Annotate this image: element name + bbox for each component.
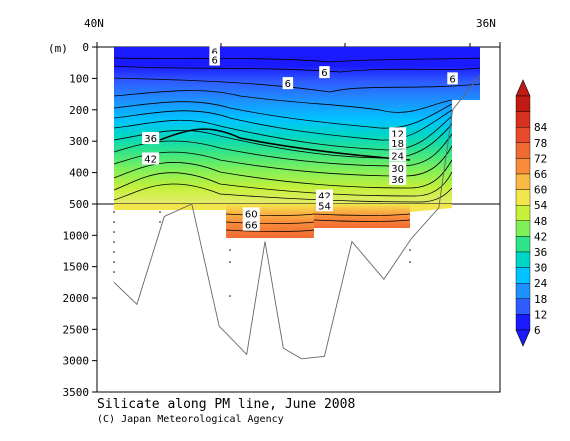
colorbar-label: 48 xyxy=(534,215,547,228)
contour-label: 42 xyxy=(144,154,157,165)
contour-label: 66 xyxy=(245,221,258,232)
bottom-profile-layer xyxy=(113,75,481,360)
contour-label: 30 xyxy=(391,164,404,175)
y-axis: 0 100 200 300 400 500 1000 1500 2000 2500 3000 350… xyxy=(63,41,97,399)
upper-bottom-mask xyxy=(452,100,480,204)
chart-credit: (C) Japan Meteorological Agency xyxy=(97,414,284,425)
contour-label-bg xyxy=(142,152,160,165)
colorbar-label: 36 xyxy=(534,246,547,259)
colorbar-label: 42 xyxy=(534,230,547,243)
contour-label-bg xyxy=(209,45,220,58)
contour-label-bg xyxy=(389,149,407,162)
upper-section xyxy=(114,47,480,204)
y-tick-label: 1500 xyxy=(63,261,90,274)
contour-label: 6 xyxy=(211,48,217,59)
contour-label-bg xyxy=(142,132,160,145)
upper-colorfill xyxy=(114,47,480,204)
contour-label: 24 xyxy=(391,151,404,162)
contour-label-bg xyxy=(242,207,260,220)
colorbar-segment xyxy=(515,173,531,190)
colorbar-segment xyxy=(515,111,531,128)
colorbar-segment xyxy=(515,220,531,237)
y-tick-label: 2500 xyxy=(63,323,90,336)
y-tick-label: 300 xyxy=(69,135,89,148)
colorbar-label: 54 xyxy=(534,199,548,212)
colorbar-label: 6 xyxy=(534,324,541,337)
colorbar-label: 66 xyxy=(534,168,547,181)
y-tick-label: 100 xyxy=(69,72,89,85)
y-tick-label: 2000 xyxy=(63,292,90,305)
contour-labels-layer: 66666364212182430364248546066 xyxy=(142,45,458,232)
colorbar-segment xyxy=(515,267,531,284)
colorbar-label: 60 xyxy=(534,184,547,197)
y-tick-label: 0 xyxy=(82,41,89,54)
contour-label-bg xyxy=(447,72,458,85)
contour-label-bg xyxy=(389,127,407,140)
contour-highlight xyxy=(159,128,411,161)
colorbar-upper-arrow xyxy=(515,79,531,97)
y-tick-label: 200 xyxy=(69,104,89,117)
contour-label-bg xyxy=(315,199,333,212)
x-start-label: 40N xyxy=(84,17,104,30)
colorbar-segment xyxy=(515,95,531,112)
colorbar: 6 12 18 24 30 36 42 48 54 60 66 72 78 84 xyxy=(515,79,548,347)
colorbar-segment xyxy=(515,142,531,159)
contour-label-bg xyxy=(242,218,260,231)
contour-label-bg xyxy=(389,136,407,149)
station-dots xyxy=(113,211,411,297)
colorbar-segment xyxy=(515,126,531,143)
colorbar-segment xyxy=(515,251,531,268)
contour-label: 18 xyxy=(391,139,404,150)
colorbar-label: 24 xyxy=(534,277,548,290)
x-end-label: 36N xyxy=(476,17,496,30)
contour-label-bg xyxy=(389,161,407,174)
contour-label-bg xyxy=(282,77,294,90)
contour-label-bg xyxy=(389,172,407,185)
contour-label: 6 xyxy=(321,68,327,79)
contour-label-bg xyxy=(209,53,220,66)
contour-label: 12 xyxy=(391,129,404,140)
contour-label-bg xyxy=(319,66,330,79)
colorbar-segment xyxy=(515,158,531,175)
colorbar-segment xyxy=(515,236,531,253)
y-tick-label: 3500 xyxy=(63,386,90,399)
lower-patch-far-right xyxy=(410,204,452,212)
colorbar-label: 84 xyxy=(534,121,548,134)
colorbar-segment xyxy=(515,204,531,221)
colorbar-label: 72 xyxy=(534,152,547,165)
bottom-profile-line xyxy=(113,75,481,360)
contour-label: 42 xyxy=(318,192,331,203)
colorbar-label: 12 xyxy=(534,308,547,321)
contour-label: 54 xyxy=(318,201,331,212)
colorbar-label: 78 xyxy=(534,137,547,150)
y-tick-label: 400 xyxy=(69,167,89,180)
contour-label: 36 xyxy=(391,175,404,186)
y-tick-label: 500 xyxy=(69,198,89,211)
contour-label: 6 xyxy=(285,79,291,90)
contour-label: 6 xyxy=(211,56,217,67)
colorbar-segment xyxy=(515,283,531,300)
colorbar-segment xyxy=(515,189,531,206)
colorbar-segment xyxy=(515,314,531,331)
chart-title: Silicate along PM line, June 2008 xyxy=(97,397,355,412)
colorbar-label: 30 xyxy=(534,262,547,275)
y-tick-label: 1000 xyxy=(63,229,90,242)
colorbar-label: 18 xyxy=(534,293,547,306)
y-axis-unit-label: (m) xyxy=(48,42,68,55)
lower-patch-left xyxy=(114,204,230,210)
lower-section xyxy=(114,204,452,238)
contour-label: 36 xyxy=(144,134,157,145)
colorbar-segment xyxy=(515,298,531,315)
y-tick-label: 3000 xyxy=(63,355,90,368)
lower-patch-center xyxy=(226,204,314,238)
colorbar-lower-arrow xyxy=(515,329,531,347)
contour-label: 6 xyxy=(449,74,455,85)
x-axis-top xyxy=(96,42,501,47)
contour-label: 60 xyxy=(245,209,258,220)
